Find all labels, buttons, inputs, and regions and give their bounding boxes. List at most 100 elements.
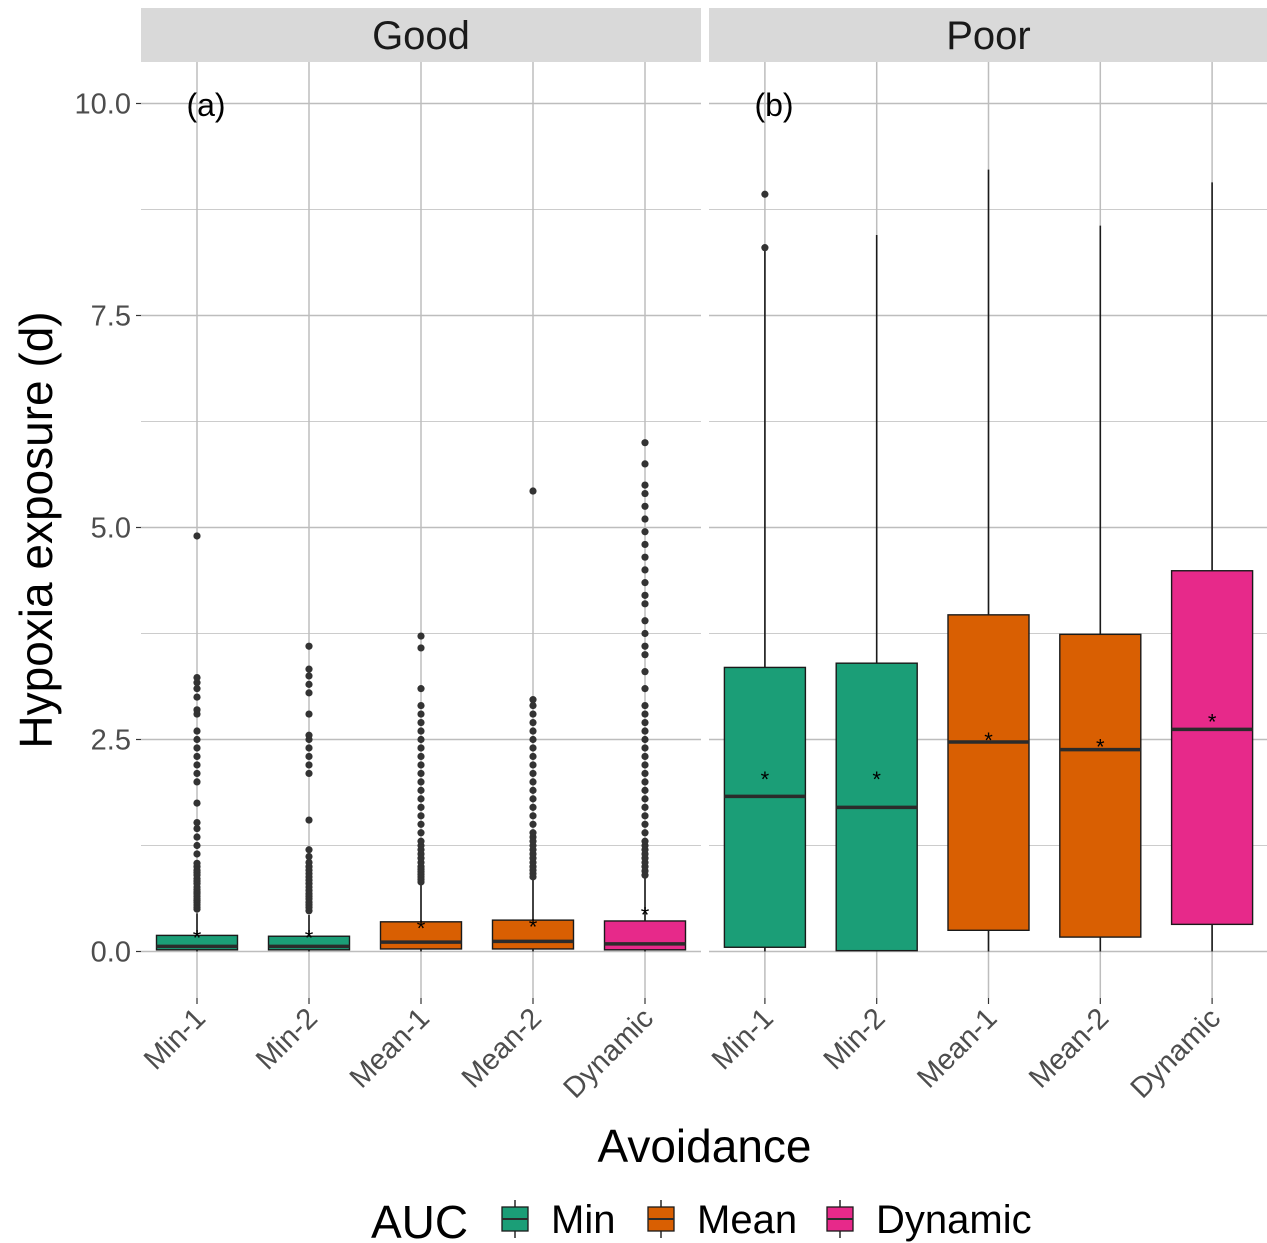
y-tick-label: 7.5	[91, 301, 131, 333]
outlier-point	[193, 532, 201, 540]
outlier-point	[193, 735, 201, 744]
outlier-point	[529, 735, 537, 744]
outlier-point	[529, 701, 537, 710]
x-tick-label: Dynamic	[558, 1002, 660, 1104]
mean-marker: *	[641, 903, 650, 928]
y-axis: 0.0 2.5 5.0 7.5 10.0	[75, 89, 141, 969]
mean-marker: *	[1208, 709, 1217, 734]
outlier-point	[529, 710, 537, 718]
outlier-point	[417, 769, 425, 778]
box-body	[723, 666, 807, 948]
outlier-point	[305, 852, 313, 861]
outlier-point	[193, 679, 201, 687]
mean-marker: *	[872, 767, 881, 792]
legend-item-label: Dynamic	[876, 1198, 1032, 1242]
box-dynamic: *	[603, 439, 687, 952]
box-body	[379, 921, 463, 950]
x-axis-title: Avoidance	[598, 1120, 812, 1172]
outlier-point	[193, 706, 201, 714]
facet-strip	[709, 8, 1267, 62]
panel-poor: Poor (b) * * * * * Min-1 Min-2 Mean-1 Mean-2 Dynami…	[706, 8, 1267, 1105]
outlier-point	[417, 632, 425, 640]
panel-tag: (a)	[186, 87, 225, 123]
legend-item-label: Mean	[697, 1198, 797, 1242]
outlier-point	[641, 642, 649, 650]
outlier-point	[529, 778, 537, 786]
x-tick-label: Min-1	[706, 1002, 780, 1076]
outlier-point	[641, 540, 649, 549]
outlier-point	[193, 819, 201, 827]
y-axis-title: Hypoxia exposure (d)	[10, 311, 62, 748]
outlier-point	[193, 859, 201, 867]
outlier-point	[193, 727, 201, 735]
y-tick-label: 5.0	[91, 513, 131, 545]
outlier-point	[641, 710, 649, 718]
x-tick-label: Mean-2	[1023, 1002, 1115, 1094]
outlier-point	[529, 803, 537, 811]
outlier-point	[641, 617, 649, 625]
outlier-point	[529, 820, 537, 828]
mean-marker: *	[529, 915, 538, 940]
outlier-point	[641, 829, 649, 837]
outlier-point	[417, 718, 425, 727]
outlier-point	[193, 769, 201, 778]
x-tick-label: Min-2	[818, 1002, 892, 1076]
outlier-point	[193, 799, 201, 807]
x-tick-label: Mean-2	[456, 1002, 548, 1094]
outlier-point	[417, 701, 425, 710]
legend-item-mean: Mean	[647, 1198, 797, 1242]
facet-strip-label: Poor	[946, 14, 1031, 58]
outlier-point	[417, 744, 425, 752]
legend: AUC Min Mean Dynamic	[371, 1196, 1032, 1243]
box-mean-2: *	[491, 487, 575, 952]
y-tick-label: 10.0	[75, 89, 131, 121]
box-body	[491, 919, 575, 950]
outlier-point	[417, 803, 425, 811]
outlier-point	[641, 820, 649, 828]
outlier-point	[305, 680, 313, 688]
mean-marker: *	[305, 926, 314, 951]
outlier-point	[193, 693, 201, 701]
outlier-point	[641, 668, 649, 676]
outlier-point	[305, 665, 313, 673]
outlier-point	[417, 795, 425, 803]
outlier-point	[529, 761, 537, 769]
outlier-point	[641, 837, 649, 845]
box-min-2: *	[835, 234, 918, 952]
outlier-point	[193, 752, 201, 761]
panel-tag: (b)	[754, 87, 793, 123]
outlier-point	[641, 752, 649, 761]
outlier-point	[641, 460, 649, 468]
outlier-point	[417, 820, 425, 828]
outlier-point	[641, 786, 649, 794]
outlier-point	[417, 644, 425, 652]
facet-strip	[141, 8, 701, 62]
box-body	[1059, 633, 1142, 938]
outlier-point	[641, 629, 649, 638]
outlier-point	[417, 778, 425, 786]
outlier-point	[417, 685, 425, 693]
outlier-point	[529, 696, 537, 704]
outlier-point	[761, 244, 769, 252]
outlier-point	[529, 786, 537, 794]
legend-title: AUC	[371, 1196, 468, 1243]
outlier-point	[305, 846, 313, 854]
outlier-point	[529, 795, 537, 803]
outlier-point	[305, 672, 313, 680]
outlier-point	[641, 553, 649, 561]
x-tick-label: Mean-1	[344, 1002, 436, 1094]
outlier-point	[529, 752, 537, 761]
outlier-point	[305, 744, 313, 752]
outlier-point	[641, 761, 649, 769]
legend-item-dynamic: Dynamic	[826, 1198, 1032, 1242]
outlier-point	[641, 727, 649, 735]
x-tick-label: Dynamic	[1125, 1002, 1227, 1104]
outlier-point	[193, 833, 201, 841]
box-mean-1: *	[947, 169, 1030, 952]
box-min-1: *	[155, 532, 239, 952]
outlier-point	[417, 735, 425, 744]
outlier-point	[417, 786, 425, 794]
mean-marker: *	[984, 728, 993, 753]
outlier-point	[529, 718, 537, 727]
outlier-point	[529, 769, 537, 778]
